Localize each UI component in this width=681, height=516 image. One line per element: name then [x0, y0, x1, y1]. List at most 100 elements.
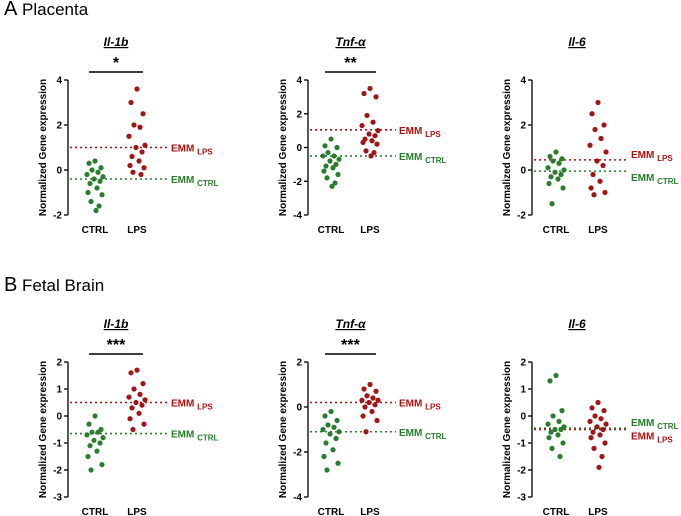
p1-ytick-label-1: -2: [293, 177, 302, 188]
p0-point-lps-8: [139, 149, 145, 155]
p5-title: Il-6: [568, 317, 586, 331]
p2-point-lps-9: [590, 171, 596, 178]
p0-point-lps-11: [127, 162, 133, 169]
p3-ylabel: Normalized Gene expression: [38, 361, 49, 498]
p4-point-ctrl-11: [321, 453, 327, 460]
p1-point-ctrl-15: [329, 183, 335, 189]
p4-point-lps-9: [362, 404, 368, 410]
p3-sig-stars: ***: [107, 337, 126, 354]
p5-point-ctrl-12: [560, 440, 566, 446]
p2-point-ctrl-0: [553, 149, 559, 155]
p0-ytick-label-1: 0: [56, 166, 62, 177]
p4-cat-ctrl: CTRL: [318, 507, 345, 516]
p4-sig-stars: ***: [341, 337, 360, 354]
p2-point-ctrl-13: [549, 201, 555, 207]
p5-point-ctrl-7: [552, 426, 558, 433]
p0-point-ctrl-6: [100, 174, 106, 180]
p3-point-lps-13: [130, 426, 136, 433]
p3-point-ctrl-8: [97, 440, 103, 446]
p3-point-lps-8: [139, 402, 145, 408]
p4-point-lps-10: [369, 408, 375, 415]
p1-point-lps-15: [368, 153, 374, 159]
p0-point-ctrl-11: [85, 189, 91, 196]
p3-point-lps-6: [142, 397, 148, 403]
p2-point-lps-10: [597, 178, 603, 184]
p4-ylabel: Normalized Gene expression: [278, 361, 289, 498]
p3-point-ctrl-11: [85, 453, 91, 460]
p5-ytick-label-5: 2: [520, 358, 526, 369]
p3-point-lps-3: [131, 386, 137, 392]
p4-ytick-label-0: -4: [293, 493, 302, 504]
p5-point-ctrl-4: [556, 418, 562, 424]
p3-emm-label-ctrl: EMM CTRL: [171, 430, 219, 443]
p0-point-lps-1: [128, 99, 134, 106]
p3-point-ctrl-3: [89, 429, 95, 435]
p0-point-ctrl-9: [87, 180, 93, 187]
p2-point-lps-13: [591, 192, 597, 198]
p5-point-ctrl-0: [553, 372, 559, 379]
p1-emm-sub-ctrl: CTRL: [425, 156, 446, 165]
p2-point-ctrl-1: [547, 153, 553, 160]
p1-point-lps-4: [370, 119, 376, 125]
section-letter-a: A: [4, 0, 18, 20]
p5-cat-ctrl: CTRL: [543, 507, 570, 516]
p5-point-lps-7: [594, 424, 600, 430]
p4-point-lps-2: [373, 388, 379, 394]
p0-point-lps-0: [134, 86, 140, 92]
p2-point-ctrl-3: [550, 158, 556, 164]
p2-ytick-label-0: -2: [517, 211, 526, 222]
p5-ytick-label-2: -1: [517, 439, 526, 450]
p1-point-lps-7: [366, 131, 372, 137]
p3-point-lps-9: [129, 405, 135, 411]
p0-point-lps-7: [133, 144, 139, 151]
p1-point-lps-11: [360, 139, 366, 146]
p0-emm-label-ctrl: EMM CTRL: [171, 175, 219, 188]
p0-point-lps-12: [141, 165, 147, 171]
p2-emm-label-lps: EMM LPS: [631, 150, 673, 163]
p3-cat-ctrl: CTRL: [82, 507, 109, 516]
p2-point-ctrl-5: [545, 165, 551, 171]
p1-point-ctrl-7: [327, 158, 333, 164]
p4-point-lps-11: [360, 413, 366, 419]
p1-point-ctrl-11: [321, 168, 327, 174]
p5-point-ctrl-3: [550, 413, 556, 419]
p4-point-ctrl-8: [333, 435, 339, 442]
p5-point-lps-4: [598, 416, 604, 422]
p1-point-ctrl-6: [336, 156, 342, 162]
p1-ytick-label-3: 2: [296, 109, 302, 120]
p0-cat-ctrl: CTRL: [82, 225, 109, 236]
p1-emm-sub-lps: LPS: [425, 130, 441, 139]
p5-point-ctrl-5: [545, 421, 551, 427]
p4-point-lps-3: [364, 393, 370, 399]
p5-emm-label-lps: EMM LPS: [631, 432, 673, 445]
section-letter-b: B: [4, 274, 18, 296]
p4-point-ctrl-1: [322, 413, 328, 419]
p4-point-lps-8: [372, 402, 378, 408]
p2-point-ctrl-9: [548, 174, 554, 180]
p3-point-ctrl-13: [88, 467, 94, 473]
p2-point-ctrl-10: [555, 176, 561, 182]
p3-point-lps-4: [137, 391, 143, 397]
p4-point-ctrl-4: [331, 424, 337, 430]
p1-point-ctrl-5: [320, 153, 326, 159]
p3-point-ctrl-4: [95, 429, 101, 435]
p0-point-ctrl-3: [89, 167, 95, 173]
p4-point-ctrl-7: [327, 431, 333, 437]
p3-emm-label-lps: EMM LPS: [171, 399, 213, 412]
p1-point-ctrl-0: [328, 136, 334, 142]
p5-point-lps-6: [603, 421, 609, 427]
p5-point-ctrl-14: [557, 453, 563, 460]
p2-point-lps-3: [592, 126, 598, 133]
p3-point-lps-12: [141, 421, 147, 427]
p4-point-lps-12: [374, 417, 380, 424]
p1-sig-stars: **: [344, 55, 357, 72]
p0-point-ctrl-5: [84, 171, 90, 178]
p4-ytick-label-2: 0: [296, 403, 302, 414]
p0-point-lps-13: [130, 169, 136, 175]
p0-ylabel: Normalized Gene expression: [38, 79, 49, 216]
p3-emm-sub-ctrl: CTRL: [197, 434, 218, 443]
p4-point-lps-0: [367, 381, 373, 388]
p5-point-lps-14: [599, 453, 605, 460]
p1-emm-label-ctrl: EMM CTRL: [399, 152, 447, 165]
